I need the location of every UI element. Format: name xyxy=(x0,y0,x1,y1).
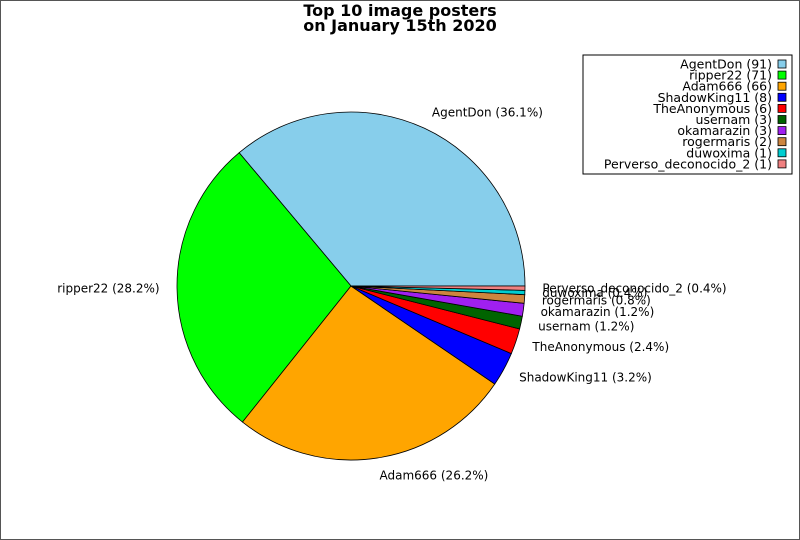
slice-label-perverso-deconocido-2: Perverso_deconocido_2 (0.4%) xyxy=(542,281,726,295)
legend-label-ripper22: ripper22 (71) xyxy=(689,68,772,83)
pie-slice-perverso-deconocido-2 xyxy=(350,285,526,291)
pie-slice-labels: AgentDon (36.1%) ripper22 (28.2%) Adam666 … xyxy=(57,106,726,483)
chart-title: Top 10 image posters on January 15th 202… xyxy=(303,1,497,35)
legend-box xyxy=(582,54,793,175)
legend-label-duwoxima: duwoxima (1) xyxy=(686,145,772,160)
slice-label-agentdon: AgentDon (36.1%) xyxy=(432,106,543,120)
legend-swatch-theanonymous xyxy=(777,104,787,113)
legend-label-perverso-deconocido-2: Perverso_deconocido_2 (1) xyxy=(604,156,772,171)
slice-label-okamarazin: okamarazin (1.2%) xyxy=(541,305,655,319)
slice-label-rogermaris: rogermaris (0.8%) xyxy=(542,293,651,307)
slice-label-theanonymous: TheAnonymous (2.4%) xyxy=(531,340,669,354)
legend-label-shadowking11: ShadowKing11 (8) xyxy=(658,90,772,105)
pie-slice-ripper22 xyxy=(176,152,352,423)
slice-label-ripper22: ripper22 (28.2%) xyxy=(57,281,159,295)
legend-items: AgentDon (91)ripper22 (71)Adam666 (66)Sh… xyxy=(604,57,787,171)
legend-swatch-ripper22 xyxy=(777,70,787,80)
legend-swatch-perverso-deconocido-2 xyxy=(777,159,787,169)
pie-slice-adam666 xyxy=(241,285,496,461)
slice-label-duwoxima: duwoxima (0.4%) xyxy=(542,286,647,300)
legend-swatch-usernam xyxy=(777,115,787,124)
legend-label-adam666: Adam666 (66) xyxy=(682,79,772,94)
pie-slice-agentdon xyxy=(238,111,526,287)
legend: AgentDon (91)ripper22 (71)Adam666 (66)Sh… xyxy=(582,54,793,175)
legend-label-agentdon: AgentDon (91) xyxy=(680,57,772,72)
legend-swatch-shadowking11 xyxy=(777,92,787,102)
legend-label-usernam: usernam (3) xyxy=(696,112,772,127)
pie-slices xyxy=(176,111,526,461)
chart-title-line-2: on January 15th 2020 xyxy=(303,16,497,35)
slice-label-adam666: Adam666 (26.2%) xyxy=(380,468,489,482)
slice-label-shadowking11: ShadowKing11 (3.2%) xyxy=(519,371,652,385)
slice-label-usernam: usernam (1.2%) xyxy=(538,319,634,333)
legend-swatch-adam666 xyxy=(777,81,787,91)
legend-label-rogermaris: rogermaris (2) xyxy=(682,134,772,149)
legend-swatch-rogermaris xyxy=(777,137,787,147)
legend-swatch-agentdon xyxy=(777,59,787,69)
legend-label-okamarazin: okamarazin (3) xyxy=(677,123,772,138)
legend-label-theanonymous: TheAnonymous (6) xyxy=(652,101,772,116)
legend-swatch-duwoxima xyxy=(777,148,787,158)
chart-title-line-1: Top 10 image posters xyxy=(303,1,496,20)
legend-swatch-okamarazin xyxy=(777,126,787,135)
